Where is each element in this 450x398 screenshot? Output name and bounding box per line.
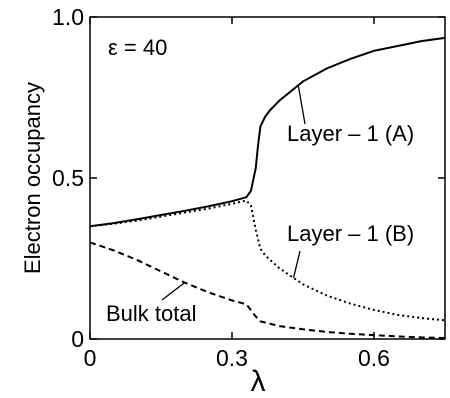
x-axis-label: λ (251, 365, 266, 398)
x-tick-label: 0.6 (358, 345, 390, 371)
annotation-layer-b: Layer – 1 (B) (287, 221, 414, 246)
series-line-bulk-total (89, 241, 446, 339)
plot-frame (89, 16, 446, 340)
y-tick-label: 1.0 (52, 4, 84, 30)
axis-ticks: 0 0.3 0.6 0 0.5 1.0 (52, 4, 445, 371)
series-line-layer-b (89, 199, 446, 322)
y-tick-label: 0.5 (52, 165, 84, 191)
annotation-bulk-total: Bulk total (106, 301, 197, 326)
y-tick-label: 0 (71, 326, 84, 352)
x-tick-label: 0 (84, 345, 97, 371)
annotation-leaders (161, 85, 306, 301)
annotation-leader-line (292, 250, 301, 278)
annotation-layer-a: Layer – 1 (A) (287, 121, 414, 146)
annotation-leader-line (297, 85, 306, 125)
y-axis-label: Electron occupancy (20, 82, 45, 274)
series-layer (89, 36, 446, 339)
annotation-leader-line (161, 282, 186, 301)
parameter-label: ε = 40 (108, 35, 167, 60)
x-tick-label: 0.3 (216, 345, 248, 371)
series-line-layer-a (89, 36, 446, 228)
